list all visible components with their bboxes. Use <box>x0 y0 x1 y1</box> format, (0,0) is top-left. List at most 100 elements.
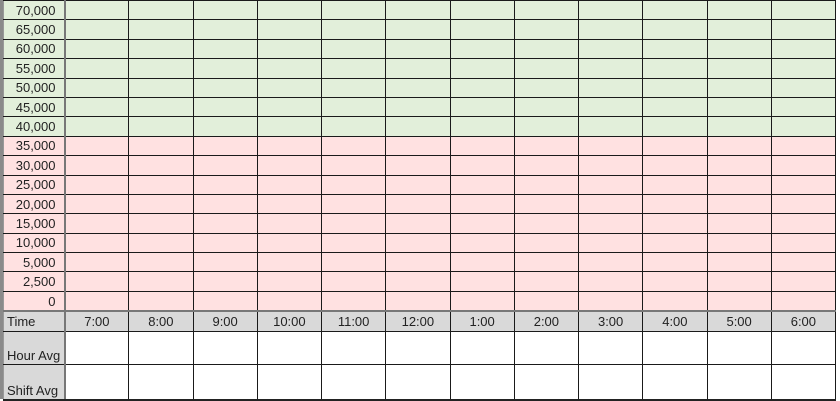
grid-cell[interactable] <box>128 271 194 292</box>
grid-cell[interactable] <box>642 116 708 137</box>
grid-cell[interactable] <box>513 213 580 234</box>
grid-cell[interactable] <box>577 193 644 215</box>
grid-cell[interactable] <box>63 252 130 273</box>
grid-cell[interactable] <box>449 77 515 98</box>
grid-cell[interactable] <box>449 174 515 195</box>
hour-avg-cell[interactable] <box>63 331 130 366</box>
grid-cell[interactable] <box>320 19 387 40</box>
grid-cell[interactable] <box>63 232 130 254</box>
grid-cell[interactable] <box>385 58 451 79</box>
grid-cell[interactable] <box>770 116 837 137</box>
grid-cell[interactable] <box>449 290 515 312</box>
hour-avg-cell[interactable] <box>706 331 772 366</box>
grid-cell[interactable] <box>320 0 387 21</box>
grid-cell[interactable] <box>577 271 644 292</box>
grid-cell[interactable] <box>63 0 130 21</box>
grid-cell[interactable] <box>320 116 387 137</box>
grid-cell[interactable] <box>577 290 644 312</box>
grid-cell[interactable] <box>642 77 708 98</box>
grid-cell[interactable] <box>513 155 580 176</box>
grid-cell[interactable] <box>320 252 387 273</box>
grid-cell[interactable] <box>513 38 580 60</box>
hour-avg-cell[interactable] <box>770 331 837 366</box>
grid-cell[interactable] <box>513 290 580 312</box>
grid-cell[interactable] <box>642 96 708 118</box>
grid-cell[interactable] <box>770 232 837 254</box>
grid-cell[interactable] <box>256 252 323 273</box>
grid-cell[interactable] <box>770 213 837 234</box>
shift-avg-cell[interactable] <box>320 364 387 401</box>
grid-cell[interactable] <box>385 252 451 273</box>
grid-cell[interactable] <box>385 38 451 60</box>
hour-avg-cell[interactable] <box>128 331 194 366</box>
grid-cell[interactable] <box>770 77 837 98</box>
grid-cell[interactable] <box>642 174 708 195</box>
grid-cell[interactable] <box>513 58 580 79</box>
grid-cell[interactable] <box>706 174 772 195</box>
grid-cell[interactable] <box>577 96 644 118</box>
shift-avg-cell[interactable] <box>513 364 580 401</box>
grid-cell[interactable] <box>385 96 451 118</box>
grid-cell[interactable] <box>706 252 772 273</box>
grid-cell[interactable] <box>513 193 580 215</box>
grid-cell[interactable] <box>770 252 837 273</box>
grid-cell[interactable] <box>320 174 387 195</box>
grid-cell[interactable] <box>642 0 708 21</box>
grid-cell[interactable] <box>642 193 708 215</box>
grid-cell[interactable] <box>256 0 323 21</box>
grid-cell[interactable] <box>320 96 387 118</box>
hour-avg-cell[interactable] <box>192 331 258 366</box>
grid-cell[interactable] <box>577 232 644 254</box>
grid-cell[interactable] <box>63 116 130 137</box>
grid-cell[interactable] <box>449 271 515 292</box>
grid-cell[interactable] <box>642 19 708 40</box>
grid-cell[interactable] <box>770 58 837 79</box>
grid-cell[interactable] <box>128 193 194 215</box>
shift-avg-cell[interactable] <box>449 364 515 401</box>
grid-cell[interactable] <box>192 252 258 273</box>
grid-cell[interactable] <box>449 96 515 118</box>
grid-cell[interactable] <box>192 96 258 118</box>
grid-cell[interactable] <box>706 116 772 137</box>
grid-cell[interactable] <box>63 193 130 215</box>
grid-cell[interactable] <box>449 193 515 215</box>
grid-cell[interactable] <box>320 58 387 79</box>
grid-cell[interactable] <box>449 155 515 176</box>
grid-cell[interactable] <box>63 174 130 195</box>
grid-cell[interactable] <box>128 232 194 254</box>
grid-cell[interactable] <box>513 174 580 195</box>
grid-cell[interactable] <box>577 0 644 21</box>
grid-cell[interactable] <box>577 213 644 234</box>
grid-cell[interactable] <box>770 19 837 40</box>
grid-cell[interactable] <box>706 193 772 215</box>
grid-cell[interactable] <box>642 135 708 157</box>
grid-cell[interactable] <box>63 96 130 118</box>
grid-cell[interactable] <box>642 232 708 254</box>
grid-cell[interactable] <box>320 213 387 234</box>
hour-avg-cell[interactable] <box>385 331 451 366</box>
grid-cell[interactable] <box>385 77 451 98</box>
grid-cell[interactable] <box>642 155 708 176</box>
shift-avg-cell[interactable] <box>385 364 451 401</box>
hour-avg-cell[interactable] <box>642 331 708 366</box>
grid-cell[interactable] <box>449 58 515 79</box>
grid-cell[interactable] <box>513 0 580 21</box>
grid-cell[interactable] <box>513 77 580 98</box>
grid-cell[interactable] <box>706 77 772 98</box>
grid-cell[interactable] <box>63 77 130 98</box>
grid-cell[interactable] <box>449 252 515 273</box>
grid-cell[interactable] <box>320 193 387 215</box>
grid-cell[interactable] <box>128 290 194 312</box>
grid-cell[interactable] <box>128 174 194 195</box>
grid-cell[interactable] <box>63 135 130 157</box>
grid-cell[interactable] <box>577 155 644 176</box>
grid-cell[interactable] <box>256 213 323 234</box>
grid-cell[interactable] <box>449 0 515 21</box>
grid-cell[interactable] <box>513 135 580 157</box>
grid-cell[interactable] <box>192 19 258 40</box>
grid-cell[interactable] <box>706 96 772 118</box>
grid-cell[interactable] <box>192 77 258 98</box>
grid-cell[interactable] <box>513 19 580 40</box>
grid-cell[interactable] <box>256 116 323 137</box>
grid-cell[interactable] <box>577 174 644 195</box>
